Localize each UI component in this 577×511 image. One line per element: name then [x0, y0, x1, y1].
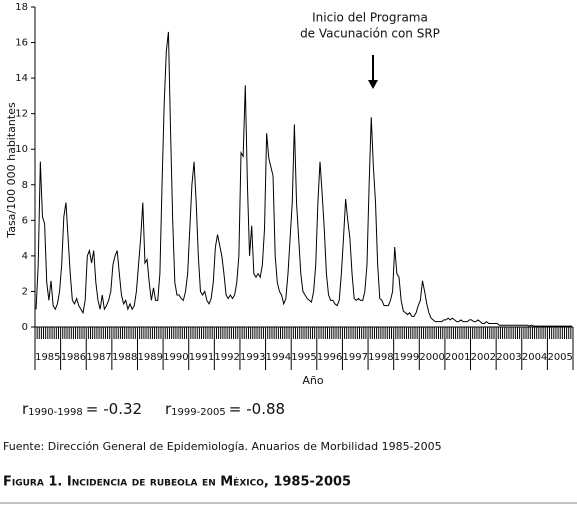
y-tick-label: 10 [15, 144, 28, 155]
stat-equals: = [86, 400, 99, 418]
x-tick-label: 2004 [522, 352, 547, 363]
x-tick-label: 2003 [496, 352, 521, 363]
stat-value: -0.32 [103, 400, 142, 418]
annotation: Inicio del Programa [312, 11, 428, 25]
y-tick-label: 12 [15, 109, 28, 120]
x-tick-label: 1986 [61, 352, 86, 363]
x-axis-label: Año [302, 374, 323, 387]
x-tick-label: 1989 [138, 352, 163, 363]
x-tick-label: 1998 [368, 352, 393, 363]
x-tick-label: 1993 [240, 352, 265, 363]
y-tick-label: 14 [15, 73, 28, 84]
x-tick-label: 2000 [419, 352, 444, 363]
y-tick-label: 2 [22, 286, 28, 297]
x-tick-label: 2001 [445, 352, 470, 363]
x-tick-label: 1999 [394, 352, 419, 363]
x-tick-label: 2002 [471, 352, 496, 363]
x-tick-label: 1991 [189, 352, 214, 363]
caption: Figura 1. Incidencia de rubeola en Méxic… [3, 475, 351, 490]
y-tick-label: 16 [15, 38, 28, 49]
y-tick-label: 0 [22, 322, 28, 333]
stat-range: 1999-2005 [171, 407, 226, 418]
x-tick-label: 1988 [112, 352, 137, 363]
x-tick-label: 1992 [214, 352, 239, 363]
stat-equals: = [229, 400, 242, 418]
x-tick-label: 2005 [547, 352, 572, 363]
y-tick-label: 8 [22, 180, 28, 191]
y-tick-label: 6 [22, 215, 28, 226]
x-tick-label: 1996 [317, 352, 342, 363]
y-tick-label: 4 [22, 251, 28, 262]
source: Fuente: Dirección General de Epidemiolog… [3, 440, 442, 453]
x-tick-label: 1987 [86, 352, 111, 363]
stat-symbol: r [165, 400, 172, 418]
stat-value: -0.88 [246, 400, 285, 418]
arrow-head [368, 80, 378, 89]
x-tick-label: 1997 [343, 352, 368, 363]
x-tick-label: 1990 [163, 352, 188, 363]
line [35, 31, 572, 327]
stat-range: 1990-1998 [28, 407, 83, 418]
x-tick-label: 1995 [291, 352, 316, 363]
annotation: de Vacunación con SRP [300, 27, 440, 41]
stat: r1990-1998 = -0.32 [22, 400, 142, 419]
stat: r1999-2005 = -0.88 [165, 400, 285, 419]
stat-symbol: r [22, 400, 29, 418]
x-tick-label: 1994 [266, 352, 291, 363]
y-axis-label: Tasa/100 000 habitantes [5, 102, 18, 239]
x-tick-label: 1985 [35, 352, 60, 363]
y-tick-label: 18 [15, 2, 28, 13]
